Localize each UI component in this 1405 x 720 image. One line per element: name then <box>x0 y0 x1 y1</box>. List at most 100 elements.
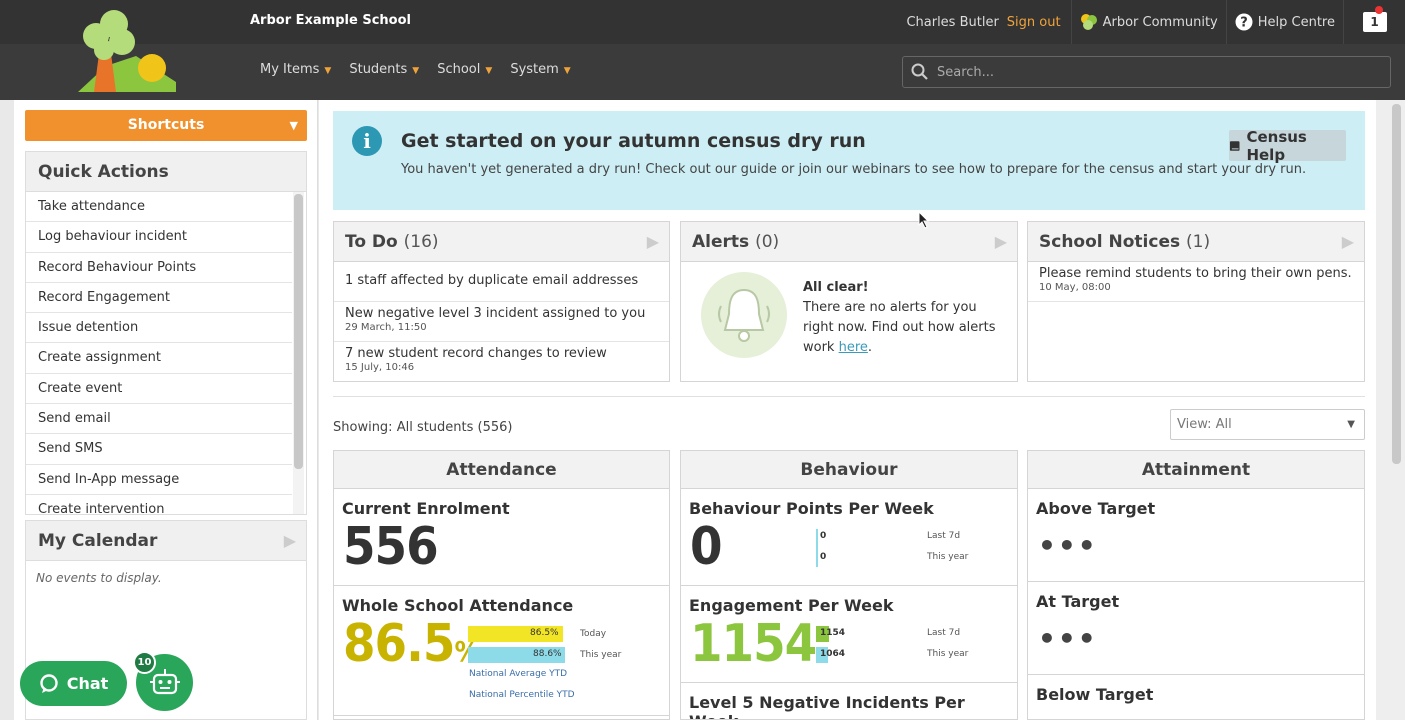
quick-action-item[interactable]: Take attendance <box>26 192 292 223</box>
calendar-empty-text: No events to display. <box>36 571 162 585</box>
engagement-year-value: 1064 <box>820 649 846 659</box>
search-box[interactable] <box>902 56 1391 88</box>
arbor-community-link[interactable]: Arbor Community <box>1070 0 1226 44</box>
quick-action-item[interactable]: Record Behaviour Points <box>26 253 292 283</box>
todo-header[interactable]: To Do (16) ▶ <box>334 222 669 262</box>
arrow-right-icon: ▶ <box>994 232 1007 251</box>
notices-title: School Notices <box>1039 232 1181 252</box>
whole-attendance-value: 86.5% <box>343 614 480 674</box>
quick-action-item[interactable]: Record Engagement <box>26 283 292 314</box>
page-scrollbar[interactable] <box>1376 100 1405 720</box>
todo-title: To Do <box>345 232 398 252</box>
header-top-bar <box>0 0 1405 44</box>
todo-item-text: New negative level 3 incident assigned t… <box>345 306 646 321</box>
quick-action-item[interactable]: Send In-App message <box>26 465 292 495</box>
shortcuts-button[interactable]: Shortcuts ▼ <box>25 110 307 141</box>
behaviour-points-block[interactable]: Behaviour Points Per Week 0 0 0 Last 7d … <box>681 489 1017 586</box>
enrolment-block[interactable]: Current Enrolment 556 <box>334 489 669 586</box>
notices-header[interactable]: School Notices (1) ▶ <box>1028 222 1364 262</box>
notice-item[interactable]: Please remind students to bring their ow… <box>1028 262 1364 302</box>
school-name[interactable]: Arbor Example School <box>250 13 411 28</box>
quick-action-item[interactable]: Send SMS <box>26 434 292 465</box>
below-target-title: Below Target <box>1036 685 1154 704</box>
alerts-header[interactable]: Alerts (0) ▶ <box>681 222 1017 262</box>
todo-item[interactable]: 7 new student record changes to review 1… <box>334 342 669 382</box>
caret-down-icon: ▼ <box>485 66 493 76</box>
book-icon <box>1229 140 1240 151</box>
todo-item[interactable]: New negative level 3 incident assigned t… <box>334 302 669 342</box>
bot-badge: 10 <box>133 651 156 674</box>
notice-text: Please remind students to bring their ow… <box>1039 266 1352 281</box>
points-7d-label: Last 7d <box>927 531 961 541</box>
view-select-value: View: All <box>1177 417 1232 432</box>
user-name[interactable]: Charles Butler <box>906 14 999 30</box>
quick-action-item[interactable]: Send email <box>26 404 292 435</box>
engagement-title: Engagement Per Week <box>689 596 894 615</box>
whole-attendance-block[interactable]: Whole School Attendance 86.5% 86.5% Toda… <box>334 586 669 716</box>
engagement-year-label: This year <box>927 649 969 659</box>
negative-incidents-block[interactable]: Level 5 Negative Incidents Per Week <box>681 683 1017 719</box>
engagement-7d-value: 1154 <box>820 628 846 638</box>
user-area: Charles Butler Sign out Arbor Community … <box>906 0 1405 44</box>
attendance-title[interactable]: Attendance <box>334 451 669 489</box>
shortcuts-label: Shortcuts <box>127 117 205 133</box>
quick-action-item[interactable]: Create assignment <box>26 343 292 374</box>
nav-my-items[interactable]: My Items ▼ <box>260 62 332 77</box>
whole-attendance-title: Whole School Attendance <box>342 596 574 615</box>
points-year-value: 0 <box>820 552 827 562</box>
nav-school[interactable]: School ▼ <box>437 62 493 77</box>
bar-fill <box>468 626 563 642</box>
todo-item-text: 1 staff affected by duplicate email addr… <box>345 273 639 288</box>
calendar-header[interactable]: My Calendar ▶ <box>26 521 306 561</box>
nav-system[interactable]: System ▼ <box>510 62 571 77</box>
todo-item-date: 29 March, 11:50 <box>345 322 427 333</box>
engagement-block[interactable]: Engagement Per Week 1154 1154 1064 Last … <box>681 586 1017 683</box>
quick-action-item[interactable]: Log behaviour incident <box>26 222 292 253</box>
enrolment-value: 556 <box>343 517 439 577</box>
loading-dots: ••• <box>1038 622 1098 655</box>
notification-dot <box>1375 6 1383 14</box>
search-input[interactable] <box>937 64 1357 80</box>
behaviour-points-title: Behaviour Points Per Week <box>689 499 934 518</box>
quick-actions-scrollbar[interactable] <box>293 192 304 514</box>
behaviour-title[interactable]: Behaviour <box>681 451 1017 489</box>
community-icon <box>1080 14 1097 30</box>
banner-text: You haven't yet generated a dry run! Che… <box>401 162 1307 177</box>
mouse-cursor-icon <box>918 211 930 229</box>
quick-action-item[interactable]: Issue detention <box>26 313 292 344</box>
todo-count: (16) <box>403 232 439 252</box>
attendance-bar-year: 88.6% This year <box>468 647 648 663</box>
chat-button[interactable]: Chat <box>20 661 127 706</box>
quick-action-item[interactable]: Create intervention <box>26 495 292 514</box>
at-target-block[interactable]: At Target ••• <box>1028 582 1364 675</box>
attainment-title[interactable]: Attainment <box>1028 451 1364 489</box>
main-nav: My Items ▼ Students ▼ School ▼ System ▼ <box>260 62 571 77</box>
school-notices-card: School Notices (1) ▶ Please remind stude… <box>1027 221 1365 382</box>
nav-students[interactable]: Students ▼ <box>349 62 420 77</box>
help-centre-link[interactable]: ? Help Centre <box>1225 0 1343 44</box>
todo-item[interactable]: 1 staff affected by duplicate email addr… <box>334 262 669 302</box>
notices-count: (1) <box>1186 232 1211 252</box>
scrollbar-thumb[interactable] <box>294 194 303 469</box>
top-header <box>0 0 1405 100</box>
calendar-title: My Calendar <box>38 531 158 551</box>
negative-incidents-title: Level 5 Negative Incidents Per Week <box>689 693 965 719</box>
scrollbar-thumb[interactable] <box>1392 104 1401 464</box>
bar-label: This year <box>580 650 622 660</box>
bar-value: 88.6% <box>533 649 562 659</box>
behaviour-column: Behaviour Behaviour Points Per Week 0 0 … <box>680 450 1018 720</box>
census-help-button[interactable]: Census Help <box>1229 128 1346 164</box>
quick-action-item[interactable]: Create event <box>26 374 292 405</box>
quick-actions-title: Quick Actions <box>26 152 306 192</box>
chat-label: Chat <box>66 674 109 693</box>
alerts-help-link[interactable]: here <box>838 340 868 355</box>
alerts-text: There are no alerts for you right now. F… <box>803 300 996 355</box>
points-bar-axis <box>816 529 818 567</box>
below-target-block[interactable]: Below Target <box>1028 675 1364 719</box>
above-target-block[interactable]: Above Target ••• <box>1028 489 1364 582</box>
sign-out-link[interactable]: Sign out <box>1006 14 1061 30</box>
arbor-logo[interactable] <box>76 6 178 94</box>
view-select[interactable]: View: All ▼ <box>1170 409 1365 440</box>
notice-date: 10 May, 08:00 <box>1039 282 1111 293</box>
notifications-button[interactable]: 1 <box>1343 0 1405 44</box>
